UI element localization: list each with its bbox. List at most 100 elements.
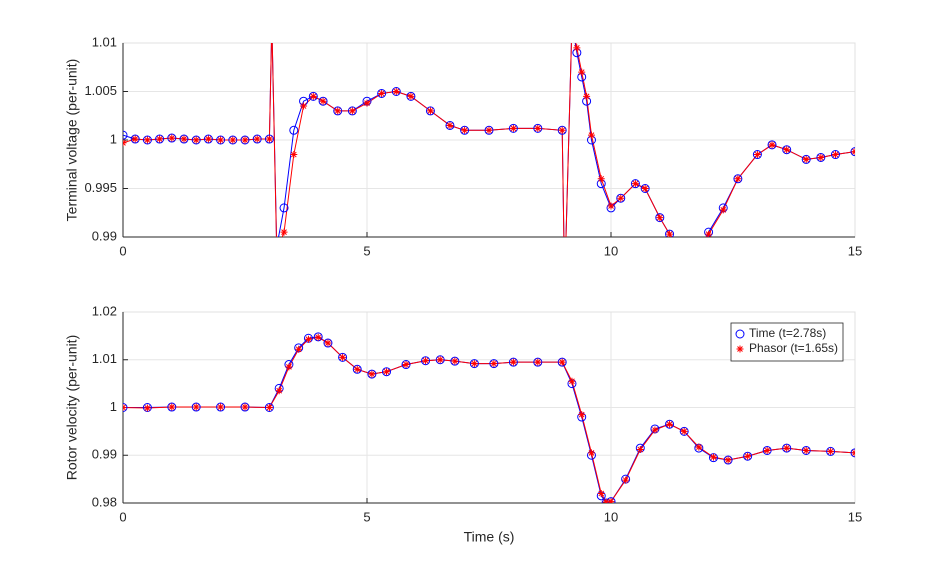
marker xyxy=(229,136,237,144)
marker xyxy=(180,135,188,143)
marker xyxy=(313,332,323,342)
marker xyxy=(578,411,586,419)
marker xyxy=(382,367,392,377)
marker xyxy=(469,359,479,369)
marker xyxy=(617,194,625,202)
marker xyxy=(368,370,376,378)
marker xyxy=(558,358,566,366)
marker xyxy=(323,338,333,348)
marker xyxy=(451,357,459,365)
marker xyxy=(304,335,312,343)
marker xyxy=(752,150,762,160)
marker xyxy=(216,135,226,145)
marker xyxy=(484,125,494,135)
marker xyxy=(801,154,811,164)
marker xyxy=(490,360,498,368)
plot-content xyxy=(123,43,855,237)
marker xyxy=(695,443,703,451)
marker xyxy=(509,358,517,366)
marker xyxy=(622,476,630,484)
marker xyxy=(392,88,400,95)
marker xyxy=(509,124,517,132)
marker xyxy=(753,151,761,159)
marker xyxy=(460,125,470,135)
marker xyxy=(192,403,200,411)
marker xyxy=(655,213,665,223)
x-tick-label: 10 xyxy=(604,509,618,524)
marker xyxy=(450,356,460,366)
marker xyxy=(826,446,836,456)
marker xyxy=(192,136,200,144)
x-tick-label: 5 xyxy=(363,509,370,524)
marker xyxy=(377,88,387,98)
x-tick-label: 0 xyxy=(119,243,126,258)
marker xyxy=(607,202,615,210)
legend-marker xyxy=(736,345,744,353)
legend-label: Phasor (t=1.65s) xyxy=(749,341,838,355)
marker xyxy=(348,107,356,115)
marker xyxy=(679,426,689,436)
marker xyxy=(265,135,273,143)
y-tick-label: 0.98 xyxy=(92,494,117,509)
marker xyxy=(744,452,752,460)
marker xyxy=(534,124,542,132)
legend-label: Time (t=2.78s) xyxy=(749,326,826,340)
marker xyxy=(485,126,493,134)
marker xyxy=(578,68,586,76)
marker xyxy=(533,357,543,367)
marker xyxy=(489,359,499,369)
marker xyxy=(616,193,626,203)
y-tick-label: 1 xyxy=(110,399,117,414)
marker xyxy=(318,96,328,106)
marker xyxy=(568,377,576,385)
marker xyxy=(597,489,605,497)
marker xyxy=(319,97,327,105)
x-axis-label: Time (s) xyxy=(464,529,515,545)
marker xyxy=(216,402,226,412)
x-tick-label: 15 xyxy=(848,509,862,524)
marker xyxy=(802,155,810,163)
marker xyxy=(290,151,298,159)
marker xyxy=(280,228,288,236)
marker xyxy=(204,135,212,143)
marker xyxy=(123,403,128,412)
marker xyxy=(289,125,299,135)
marker xyxy=(378,89,386,97)
marker xyxy=(733,174,743,184)
marker xyxy=(406,91,416,101)
y-tick-label: 0.995 xyxy=(84,180,117,195)
marker xyxy=(533,123,543,133)
marker xyxy=(295,345,303,353)
marker xyxy=(426,107,434,115)
marker xyxy=(217,403,225,411)
marker xyxy=(333,106,343,116)
x-tick-label: 5 xyxy=(363,243,370,258)
marker xyxy=(831,151,839,159)
marker xyxy=(240,402,250,412)
plot-content xyxy=(123,332,855,503)
marker xyxy=(816,152,826,162)
marker xyxy=(782,443,792,453)
marker xyxy=(768,141,776,149)
marker xyxy=(168,134,176,142)
x-tick-label: 0 xyxy=(119,509,126,524)
marker xyxy=(131,135,139,143)
marker xyxy=(252,134,262,144)
marker xyxy=(630,179,640,189)
marker xyxy=(264,134,274,144)
marker xyxy=(436,356,444,364)
marker xyxy=(680,427,688,435)
marker xyxy=(656,214,664,222)
series-line xyxy=(123,336,855,503)
marker xyxy=(705,230,713,237)
marker xyxy=(830,150,840,160)
marker xyxy=(308,91,318,101)
marker xyxy=(339,353,347,361)
marker xyxy=(583,92,591,100)
marker xyxy=(607,498,615,503)
y-axis-label: Rotor velocity (per-unit) xyxy=(64,335,80,481)
marker xyxy=(179,134,189,144)
y-tick-label: 1.02 xyxy=(92,303,117,318)
marker xyxy=(470,360,478,368)
